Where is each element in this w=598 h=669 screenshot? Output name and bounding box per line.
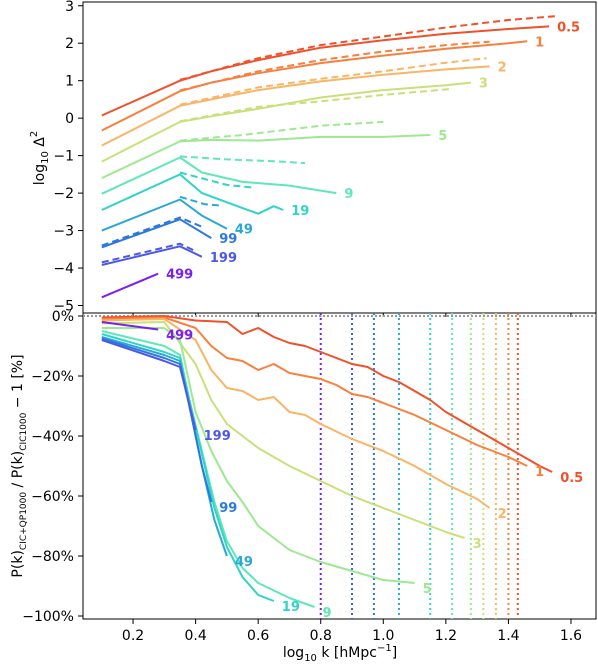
- bottom-x-tick-label: 0.8: [310, 628, 332, 644]
- top-series-dashed-line: [179, 87, 453, 123]
- top-series-solid-line: [101, 81, 472, 163]
- top-series-dashed-line: [179, 15, 556, 81]
- top-curve-label: 5: [438, 129, 447, 144]
- top-y-tick-label: −4: [53, 261, 74, 277]
- bottom-y-axis-label: P(k)CIC+QP1000 / P(k)CIC1000 − 1 [%]: [10, 354, 29, 577]
- bottom-series-line: [101, 318, 491, 509]
- bottom-y-tick-label: −20%: [31, 369, 74, 385]
- bottom-y-tick-label: −100%: [22, 609, 74, 625]
- bottom-y-tick-label: −60%: [31, 489, 74, 505]
- top-series-dashed-line: [179, 171, 253, 189]
- top-series-solid-line: [101, 25, 550, 117]
- bottom-axes-frame: [82, 312, 597, 620]
- bottom-series-line: [101, 339, 197, 431]
- top-curve-label: 499: [166, 268, 193, 283]
- top-y-tick-label: 2: [65, 36, 74, 52]
- bottom-x-tick-label: 1.4: [497, 628, 519, 644]
- top-series-solid-line: [101, 218, 212, 249]
- top-curve-label: 19: [291, 204, 309, 219]
- bottom-series-line: [101, 327, 415, 584]
- top-series-dashed-line: [179, 195, 221, 207]
- bottom-x-tick-label: 0.2: [122, 628, 144, 644]
- bottom-curve-label: 99: [219, 501, 237, 516]
- top-y-axis-label: log10 Δ2: [29, 131, 51, 185]
- bottom-curve-label: 0.5: [560, 471, 583, 486]
- bottom-series-line: [101, 336, 228, 557]
- top-y-tick-label: 3: [65, 0, 74, 15]
- top-series-solid-line: [101, 134, 431, 180]
- bottom-panel: 0% −20% −40% −60% −80% −100% 0.2 0.4 0.6 0.8 1.0 1…: [10, 309, 597, 664]
- top-y-tick-label: 0: [65, 111, 74, 127]
- top-curve-label: 49: [235, 223, 253, 238]
- bottom-curve-label: 199: [204, 429, 231, 444]
- top-series-dashed-line: [179, 57, 487, 106]
- bottom-x-tick-label: 0.4: [184, 628, 206, 644]
- top-y-tick-label: −3: [53, 224, 74, 240]
- top-curve-label: 0.5: [557, 20, 580, 35]
- bottom-series-line: [101, 315, 553, 473]
- top-curve-label: 9: [344, 187, 353, 202]
- bottom-series-line: [101, 321, 159, 331]
- top-curve-label: 99: [219, 232, 237, 247]
- bottom-curve-label: 49: [235, 555, 253, 570]
- bottom-y-tick-label: −80%: [31, 549, 74, 565]
- top-y-tick-label: −5: [53, 299, 74, 315]
- bottom-curve-label: 499: [166, 329, 193, 344]
- top-series-solid-line: [101, 272, 159, 299]
- top-series-dashed-line: [179, 155, 306, 165]
- top-series-dashed-line: [101, 216, 203, 247]
- bottom-curve-label: 19: [282, 600, 300, 615]
- top-curve-label: 1: [535, 35, 544, 50]
- top-series-dashed-line: [179, 40, 490, 92]
- top-axes-frame: [82, 1, 597, 314]
- top-curve-label: 3: [479, 77, 488, 92]
- bottom-x-tick-label: 1.0: [372, 628, 394, 644]
- top-series-solid-line: [101, 173, 284, 215]
- bottom-series-line: [101, 321, 465, 539]
- bottom-series: [101, 315, 553, 608]
- bottom-curve-label: 9: [322, 606, 331, 621]
- bottom-series-line: [101, 333, 275, 602]
- top-series-solid-line: [101, 65, 490, 147]
- top-series-dashed-line: [179, 120, 384, 142]
- bottom-series-line: [101, 330, 315, 608]
- top-series-solid-line: [101, 156, 337, 195]
- bottom-curve-label: 5: [423, 582, 432, 597]
- bottom-series-line: [101, 316, 528, 467]
- top-curve-label: 2: [498, 60, 507, 75]
- bottom-x-ticks: 0.2 0.4 0.6 0.8 1.0 1.2 1.4 1.6: [122, 619, 582, 644]
- bottom-curve-label: 3: [473, 537, 482, 552]
- top-series: [101, 15, 556, 299]
- bottom-curve-labels: 0.5 1 2 3 5 9 19 49 99 199 499: [166, 329, 583, 622]
- bottom-y-tick-label: −40%: [31, 429, 74, 445]
- top-y-tick-label: 1: [65, 74, 74, 90]
- bottom-x-tick-label: 1.2: [435, 628, 457, 644]
- top-series-dashed-line: [101, 242, 197, 264]
- top-series-solid-line: [101, 40, 528, 132]
- top-series-solid-line: [101, 198, 228, 232]
- bottom-x-tick-label: 1.6: [560, 628, 582, 644]
- bottom-y-tick-label: 0%: [52, 309, 74, 325]
- bottom-curve-label: 2: [498, 507, 507, 522]
- top-series-solid-line: [101, 245, 203, 266]
- top-y-tick-label: −2: [53, 186, 74, 202]
- bottom-curve-label: 1: [535, 465, 544, 480]
- bottom-x-axis-label: log10 k [hMpc−1]: [283, 643, 397, 664]
- top-curve-label: 199: [210, 251, 237, 266]
- bottom-x-tick-label: 0.6: [247, 628, 269, 644]
- top-y-tick-label: −1: [53, 149, 74, 165]
- bottom-y-ticks: 0% −20% −40% −60% −80% −100%: [22, 309, 83, 625]
